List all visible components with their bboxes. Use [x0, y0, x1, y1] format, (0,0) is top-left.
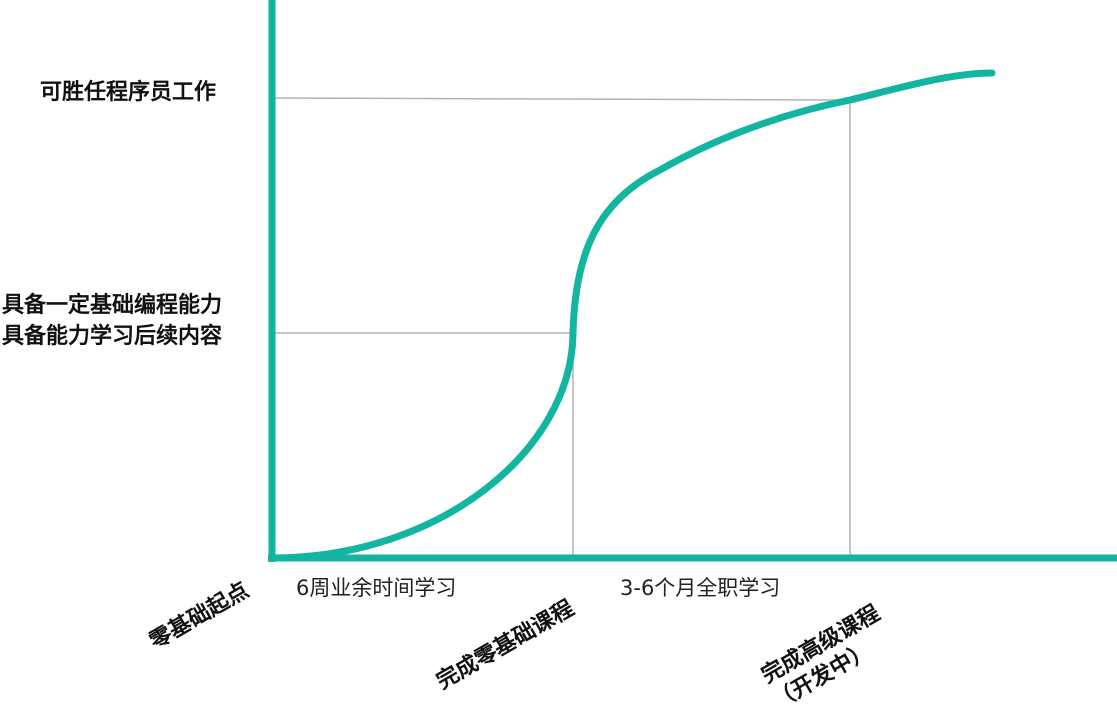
y-label-mid-line2: 具备能力学习后续内容	[2, 324, 223, 349]
learning-curve	[268, 69, 996, 562]
y-label-top: 可胜任程序员工作	[40, 80, 217, 105]
learning-curve-diagram	[268, 0, 1117, 562]
guide-line-top-horizontal	[271, 97, 851, 101]
x-label-phase1: 6周业余时间学习	[296, 576, 457, 600]
x-label-phase2: 3-6个月全职学习	[620, 576, 781, 600]
y-label-mid-line1: 具备一定基础编程能力	[2, 293, 223, 318]
